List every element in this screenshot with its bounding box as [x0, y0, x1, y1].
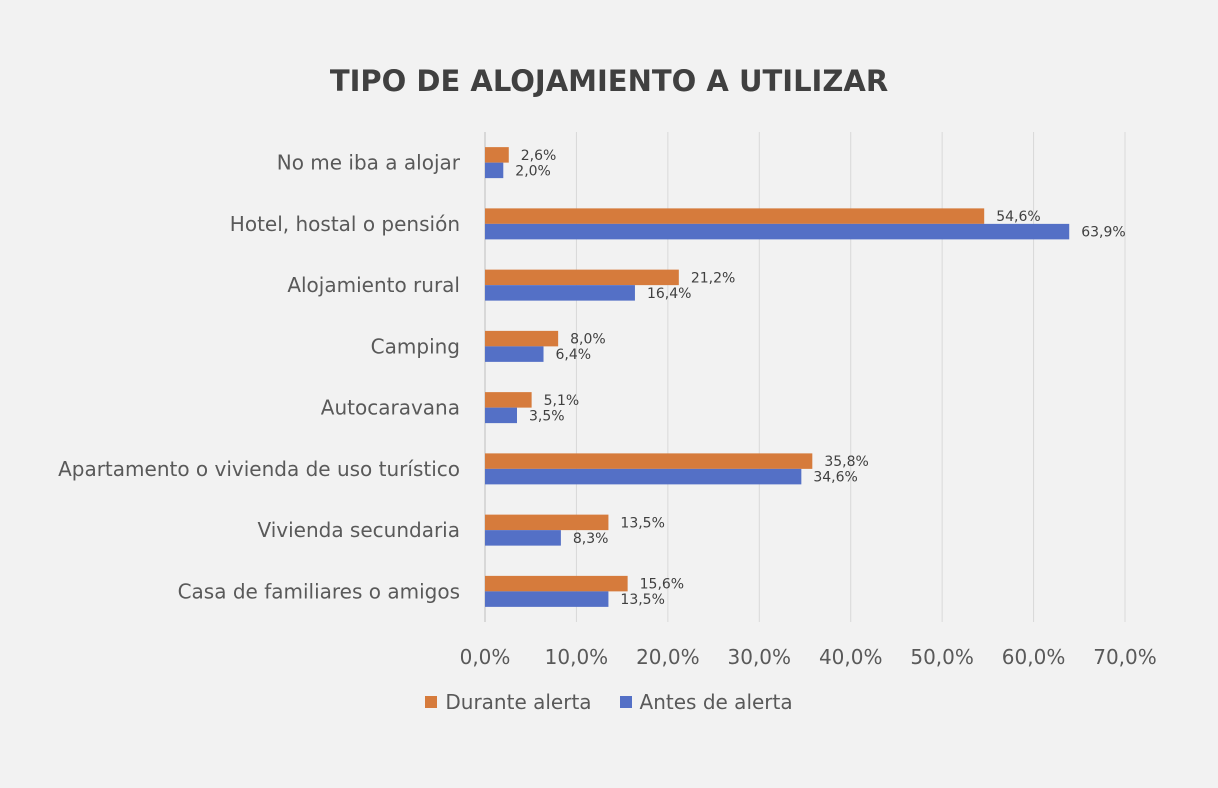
data-label: 34,6%: [813, 470, 857, 486]
legend-item-antes: Antes de alerta: [619, 690, 793, 714]
x-tick-label: 20,0%: [636, 645, 700, 669]
bar-antes: [485, 468, 802, 485]
x-tick-label: 50,0%: [910, 645, 974, 669]
x-tick-label: 30,0%: [728, 645, 792, 669]
data-label: 21,2%: [691, 270, 735, 286]
legend-item-durante: Durante alerta: [425, 690, 592, 714]
x-tick-label: 0,0%: [460, 645, 511, 669]
data-label: 13,5%: [620, 592, 664, 608]
category-label: Hotel, hostal o pensión: [230, 212, 460, 236]
bar-antes: [485, 223, 1070, 240]
data-label: 16,4%: [647, 286, 691, 302]
bar-durante: [485, 208, 985, 224]
legend-label-durante: Durante alerta: [445, 690, 592, 714]
data-label: 63,9%: [1081, 225, 1125, 241]
category-label: Apartamento o vivienda de uso turístico: [58, 457, 460, 481]
legend-swatch-antes: [619, 696, 632, 708]
x-tick-label: 40,0%: [819, 645, 883, 669]
data-label: 8,0%: [570, 332, 606, 348]
bar-durante: [485, 392, 532, 408]
legend-label-antes: Antes de alerta: [639, 690, 793, 714]
data-label: 2,0%: [515, 163, 551, 179]
data-label: 8,3%: [573, 531, 609, 547]
category-label: Camping: [371, 334, 460, 358]
bar-durante: [485, 147, 509, 163]
bar-antes: [485, 407, 517, 424]
x-tick-label: 60,0%: [1002, 645, 1066, 669]
data-label: 6,4%: [556, 347, 592, 363]
category-label: Vivienda secundaria: [257, 518, 460, 542]
category-label: No me iba a alojar: [277, 151, 461, 175]
bar-durante: [485, 514, 609, 531]
category-label: Alojamiento rural: [287, 273, 460, 297]
data-label: 35,8%: [824, 454, 868, 470]
chart-legend: Durante alerta Antes de alerta: [0, 690, 1218, 714]
category-label: Autocaravana: [321, 396, 460, 420]
data-label: 5,1%: [544, 393, 580, 409]
data-label: 15,6%: [640, 577, 684, 593]
data-label: 13,5%: [620, 515, 664, 531]
bar-antes: [485, 285, 635, 301]
x-tick-label: 10,0%: [545, 645, 609, 669]
legend-swatch-durante: [425, 696, 438, 708]
bar-durante: [485, 575, 628, 592]
category-label: Casa de familiares o amigos: [178, 579, 460, 603]
bar-durante: [485, 330, 559, 347]
bar-antes: [485, 530, 561, 546]
data-label: 54,6%: [996, 209, 1040, 225]
chart-title: TIPO DE ALOJAMIENTO A UTILIZAR: [329, 64, 889, 98]
bar-durante: [485, 269, 679, 286]
bar-durante: [485, 453, 813, 469]
bar-antes: [485, 346, 544, 362]
data-label: 2,6%: [521, 148, 557, 164]
bar-antes: [485, 591, 609, 607]
bar-antes: [485, 162, 504, 179]
data-label: 3,5%: [529, 408, 565, 424]
x-tick-label: 70,0%: [1093, 645, 1157, 669]
